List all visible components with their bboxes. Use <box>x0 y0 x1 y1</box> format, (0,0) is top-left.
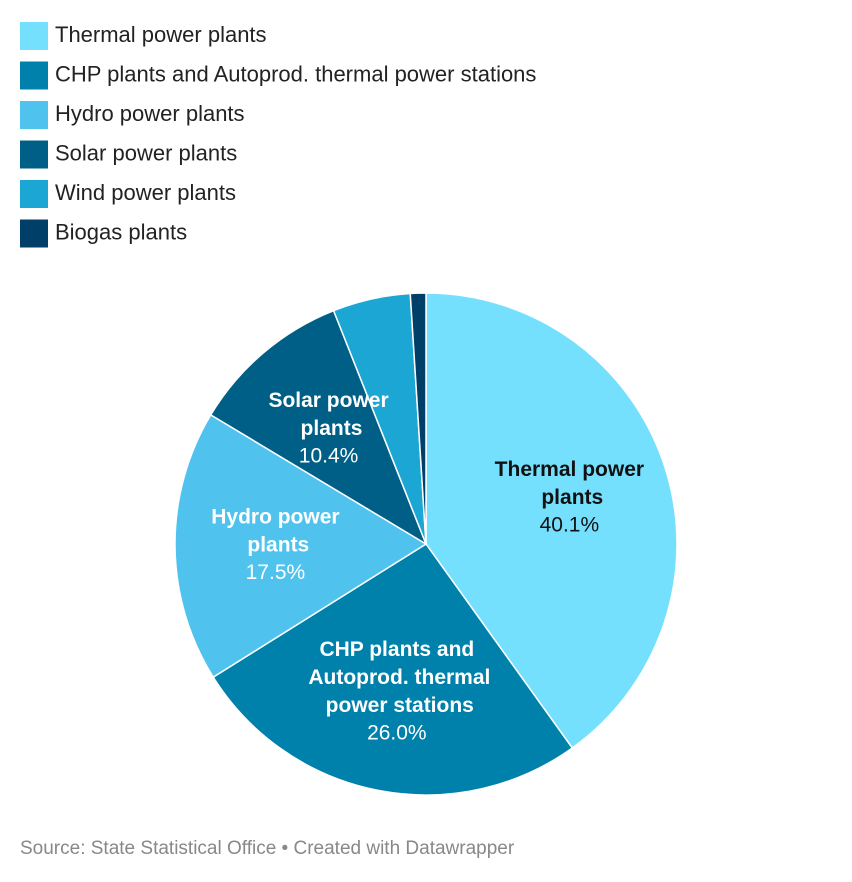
legend-swatch <box>20 180 48 208</box>
slice-value: 26.0% <box>367 721 427 744</box>
legend-swatch <box>20 219 48 248</box>
pie-slice <box>409 292 427 545</box>
legend-swatch <box>20 61 48 90</box>
legend-swatch <box>20 101 48 129</box>
slice-name: Solar power plants <box>268 389 388 440</box>
pie-slice <box>174 413 428 679</box>
pie-slice <box>425 292 678 750</box>
slice-value: 10.4% <box>299 445 359 468</box>
legend-label: Solar power plants <box>55 140 237 165</box>
slice-value: 40.1% <box>540 513 600 536</box>
pie-slice <box>209 309 428 546</box>
legend-label: Thermal power plants <box>55 22 267 47</box>
pie-slice <box>212 542 574 796</box>
legend-swatch <box>20 22 48 50</box>
pie: Thermal power plants 40.1% CHP plants and … <box>174 292 678 796</box>
slice-value: 17.5% <box>246 561 306 584</box>
legend-label: Wind power plants <box>55 180 236 205</box>
slice-name: Thermal power plants <box>495 457 644 508</box>
legend-label: Biogas plants <box>55 219 187 244</box>
legend: Thermal power plants CHP plants and Autop… <box>20 22 536 248</box>
slice-name: Hydro power plants <box>211 505 339 556</box>
source: Source: State Statistical Office • Creat… <box>20 838 515 859</box>
legend-swatch <box>20 140 48 169</box>
legend-label: Hydro power plants <box>55 101 245 126</box>
slice-name: CHP plants and Autoprod. thermal power s… <box>303 637 490 716</box>
legend-label: CHP plants and Autoprod. thermal power s… <box>55 61 536 86</box>
